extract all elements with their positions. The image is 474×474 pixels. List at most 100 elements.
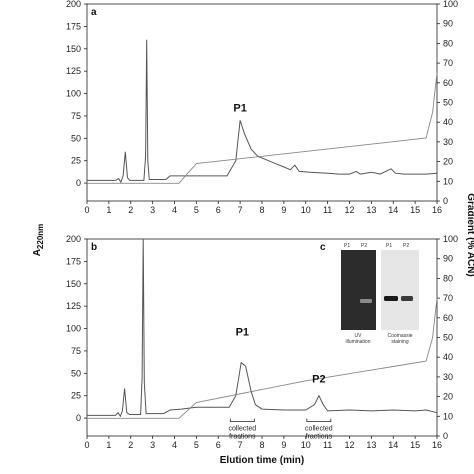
y-right-tick-label-a-8: 80 — [443, 38, 453, 48]
y-right-tick-label-b-10: 100 — [443, 234, 458, 244]
x-tick-label-b-12: 12 — [344, 440, 354, 450]
y-right-tick-label-b-1: 10 — [443, 411, 453, 421]
fraction-bracket-b-3 — [306, 418, 332, 423]
y-left-axis-subscript: 220nm — [36, 224, 45, 249]
y-left-tick-label-a-1: 25 — [71, 156, 81, 166]
gel-coomassie-caption-1: Coomassie — [387, 333, 412, 339]
gel-coomassie-lane-p2: P2 — [403, 243, 409, 249]
panel-letter-b: b — [91, 242, 97, 253]
y-left-tick-label-b-6: 150 — [66, 279, 81, 289]
y-right-tick-label-b-0: 0 — [443, 431, 448, 441]
y-left-tick-label-a-7: 175 — [66, 21, 81, 31]
y-left-axis-label: A — [32, 249, 43, 256]
x-tick-label-b-16: 16 — [432, 440, 442, 450]
x-tick-label-b-11: 11 — [323, 440, 332, 450]
x-tick-label-a-15: 15 — [410, 205, 420, 215]
x-tick-label-b-7: 7 — [238, 440, 243, 450]
fraction-label-b-3: collected fractions — [305, 426, 333, 441]
gel-uv-lane-p2: P2 — [361, 243, 367, 249]
y-left-tick-label-b-7: 175 — [66, 256, 81, 266]
x-tick-label-a-13: 13 — [366, 205, 376, 215]
y-right-tick-label-b-2: 20 — [443, 392, 453, 402]
gel-coomassie-lane-p1: P1 — [386, 243, 392, 249]
x-tick-label-a-12: 12 — [344, 205, 354, 215]
y-left-tick-label-b-8: 200 — [66, 234, 81, 244]
y-right-tick-label-b-5: 50 — [443, 333, 453, 343]
y-right-tick-label-b-7: 70 — [443, 293, 453, 303]
panel-a-chart: 0 1 2 3 4 5 6 7 8 9 10 11 12 13 14 15 160255075100125150… — [66, 0, 458, 215]
x-tick-label-a-16: 16 — [432, 205, 442, 215]
gradient-line-a-1 — [87, 72, 438, 184]
x-tick-label-a-7: 7 — [238, 205, 243, 215]
y-right-tick-label-a-1: 10 — [443, 176, 453, 186]
y-left-tick-label-a-5: 125 — [66, 66, 81, 76]
x-tick-label-b-6: 6 — [216, 440, 221, 450]
gel-uv-caption-1: UV — [355, 333, 363, 339]
peak-label-b-1: P2 — [312, 373, 325, 385]
x-tick-label-a-14: 14 — [388, 205, 398, 215]
x-tick-label-b-5: 5 — [194, 440, 199, 450]
x-tick-label-b-2: 2 — [128, 440, 133, 450]
x-tick-label-b-0: 0 — [84, 440, 89, 450]
x-tick-label-a-6: 6 — [216, 205, 221, 215]
x-tick-label-a-4: 4 — [172, 205, 177, 215]
y-left-axis-title: A220nm — [32, 224, 45, 257]
x-tick-label-b-15: 15 — [410, 440, 420, 450]
x-tick-label-b-3: 3 — [150, 440, 155, 450]
y-left-tick-label-a-3: 75 — [71, 111, 81, 121]
x-tick-label-b-9: 9 — [281, 440, 286, 450]
x-tick-label-a-10: 10 — [301, 205, 311, 215]
y-right-tick-label-a-7: 70 — [443, 58, 453, 68]
y-right-tick-label-a-5: 50 — [443, 98, 453, 108]
y-right-axis-title: Gradient (% ACN) — [465, 193, 474, 277]
x-tick-label-a-1: 1 — [106, 205, 111, 215]
y-left-tick-label-a-8: 200 — [66, 0, 81, 9]
y-right-tick-label-a-4: 40 — [443, 117, 453, 127]
x-tick-label-a-3: 3 — [150, 205, 155, 215]
absorbance-trace-b-0 — [87, 238, 438, 418]
x-tick-label-b-1: 1 — [106, 440, 111, 450]
gel-coomassie-image — [381, 250, 419, 330]
x-tick-label-b-4: 4 — [172, 440, 177, 450]
y-left-tick-label-b-4: 100 — [66, 324, 81, 334]
y-left-tick-label-a-6: 150 — [66, 44, 81, 54]
panel-b-chart: 0 1 2 3 4 5 6 7 8 9 10 11 12 13 14 15 160255075100125150… — [66, 234, 458, 466]
y-left-tick-label-b-2: 50 — [71, 368, 81, 378]
x-tick-label-b-10: 10 — [301, 440, 311, 450]
y-right-tick-label-a-2: 20 — [443, 157, 453, 167]
y-left-tick-label-b-3: 75 — [71, 346, 81, 356]
x-tick-label-b-13: 13 — [366, 440, 376, 450]
x-tick-label-a-11: 11 — [323, 205, 332, 215]
x-tick-label-a-2: 2 — [128, 205, 133, 215]
y-right-tick-label-a-6: 60 — [443, 78, 453, 88]
absorbance-trace-a-0 — [87, 39, 438, 184]
panel-letter-a: a — [91, 7, 97, 18]
gel-coomassie-band-p1 — [384, 296, 398, 301]
y-right-tick-label-b-8: 80 — [443, 273, 453, 283]
y-right-tick-label-b-4: 40 — [443, 352, 453, 362]
y-right-tick-label-b-9: 90 — [443, 254, 453, 264]
y-right-tick-label-a-0: 0 — [443, 196, 448, 206]
gel-uv-image — [341, 250, 376, 330]
peak-label-b-0: P1 — [236, 327, 249, 339]
y-right-tick-label-a-3: 30 — [443, 137, 453, 147]
gel-uv-caption-2: illumination — [345, 339, 370, 345]
y-left-tick-label-a-2: 50 — [71, 133, 81, 143]
gel-uv-lane-p1: P1 — [344, 243, 350, 249]
gel-inset: P1 P2 P1 P2 UV illumination Coomassie st… — [341, 243, 419, 345]
y-left-tick-label-b-5: 125 — [66, 301, 81, 311]
gel-uv-band — [360, 299, 372, 303]
y-right-tick-label-b-3: 30 — [443, 372, 453, 382]
y-right-tick-label-b-6: 60 — [443, 313, 453, 323]
x-tick-label-b-8: 8 — [259, 440, 264, 450]
fraction-label-b-2: collected fractions — [228, 426, 256, 441]
panel-letter-c: c — [320, 242, 326, 253]
fraction-bracket-b-2 — [229, 418, 255, 423]
x-axis-title-b: Elution time (min) — [220, 455, 304, 466]
x-tick-label-a-0: 0 — [84, 205, 89, 215]
gel-coomassie-caption-2: staining — [391, 339, 408, 345]
y-right-tick-label-a-10: 100 — [443, 0, 458, 9]
y-left-tick-label-b-1: 25 — [71, 391, 81, 401]
x-tick-label-b-14: 14 — [388, 440, 398, 450]
